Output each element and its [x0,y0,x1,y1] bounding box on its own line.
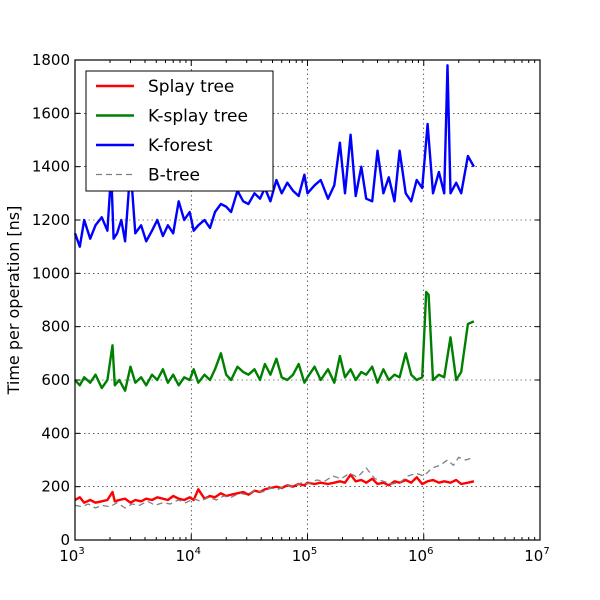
y-axis-label: Time per operation [ns] [4,206,23,396]
y-tick-label: 0 [60,531,70,549]
x-tick-label: 107 [524,546,549,565]
series-line-2 [73,64,475,248]
series-line-1 [74,290,475,392]
y-tick-label: 1200 [32,211,70,229]
x-tick-base: 10 [408,547,427,565]
x-tick-exponent: 7 [543,546,549,557]
legend-box [85,70,274,192]
x-tick-labels: 103 104 105 106 107 [59,546,549,565]
x-tick-base: 10 [176,547,195,565]
y-tick-label: 1000 [32,264,70,282]
y-tick-label: 200 [41,478,70,496]
x-tick-base: 10 [524,547,543,565]
x-tick-label: 103 [59,546,84,565]
y-tick-label: 1600 [32,104,70,122]
legend-label-2: K-forest [148,136,213,156]
x-tick-exponent: 4 [195,546,201,557]
y-tick-label: 400 [41,424,70,442]
y-tick-label: 800 [41,318,70,336]
y-tick-label: 600 [41,371,70,389]
x-tick-exponent: 6 [427,546,433,557]
axis-ticks [74,59,541,541]
x-tick-exponent: 3 [78,546,84,557]
legend: Splay tree K-splay tree K-forest B-tree [85,70,274,192]
x-tick-label: 106 [408,546,433,565]
y-tick-labels: 0 200 400 600 800 1000 1200 1400 1600 1800 [32,51,70,549]
x-tick-label: 105 [292,546,317,565]
series-line-3 [74,456,475,509]
y-tick-label: 1400 [32,158,70,176]
x-tick-exponent: 5 [311,546,317,557]
series-line-0 [74,473,475,504]
legend-label-0: Splay tree [148,77,234,97]
legend-label-3: B-tree [148,166,200,186]
y-tick-label: 1800 [32,51,70,69]
x-tick-label: 104 [176,546,201,565]
x-tick-base: 10 [292,547,311,565]
x-tick-base: 10 [59,547,78,565]
legend-label-1: K-splay tree [148,107,248,127]
series-lines [73,64,475,509]
